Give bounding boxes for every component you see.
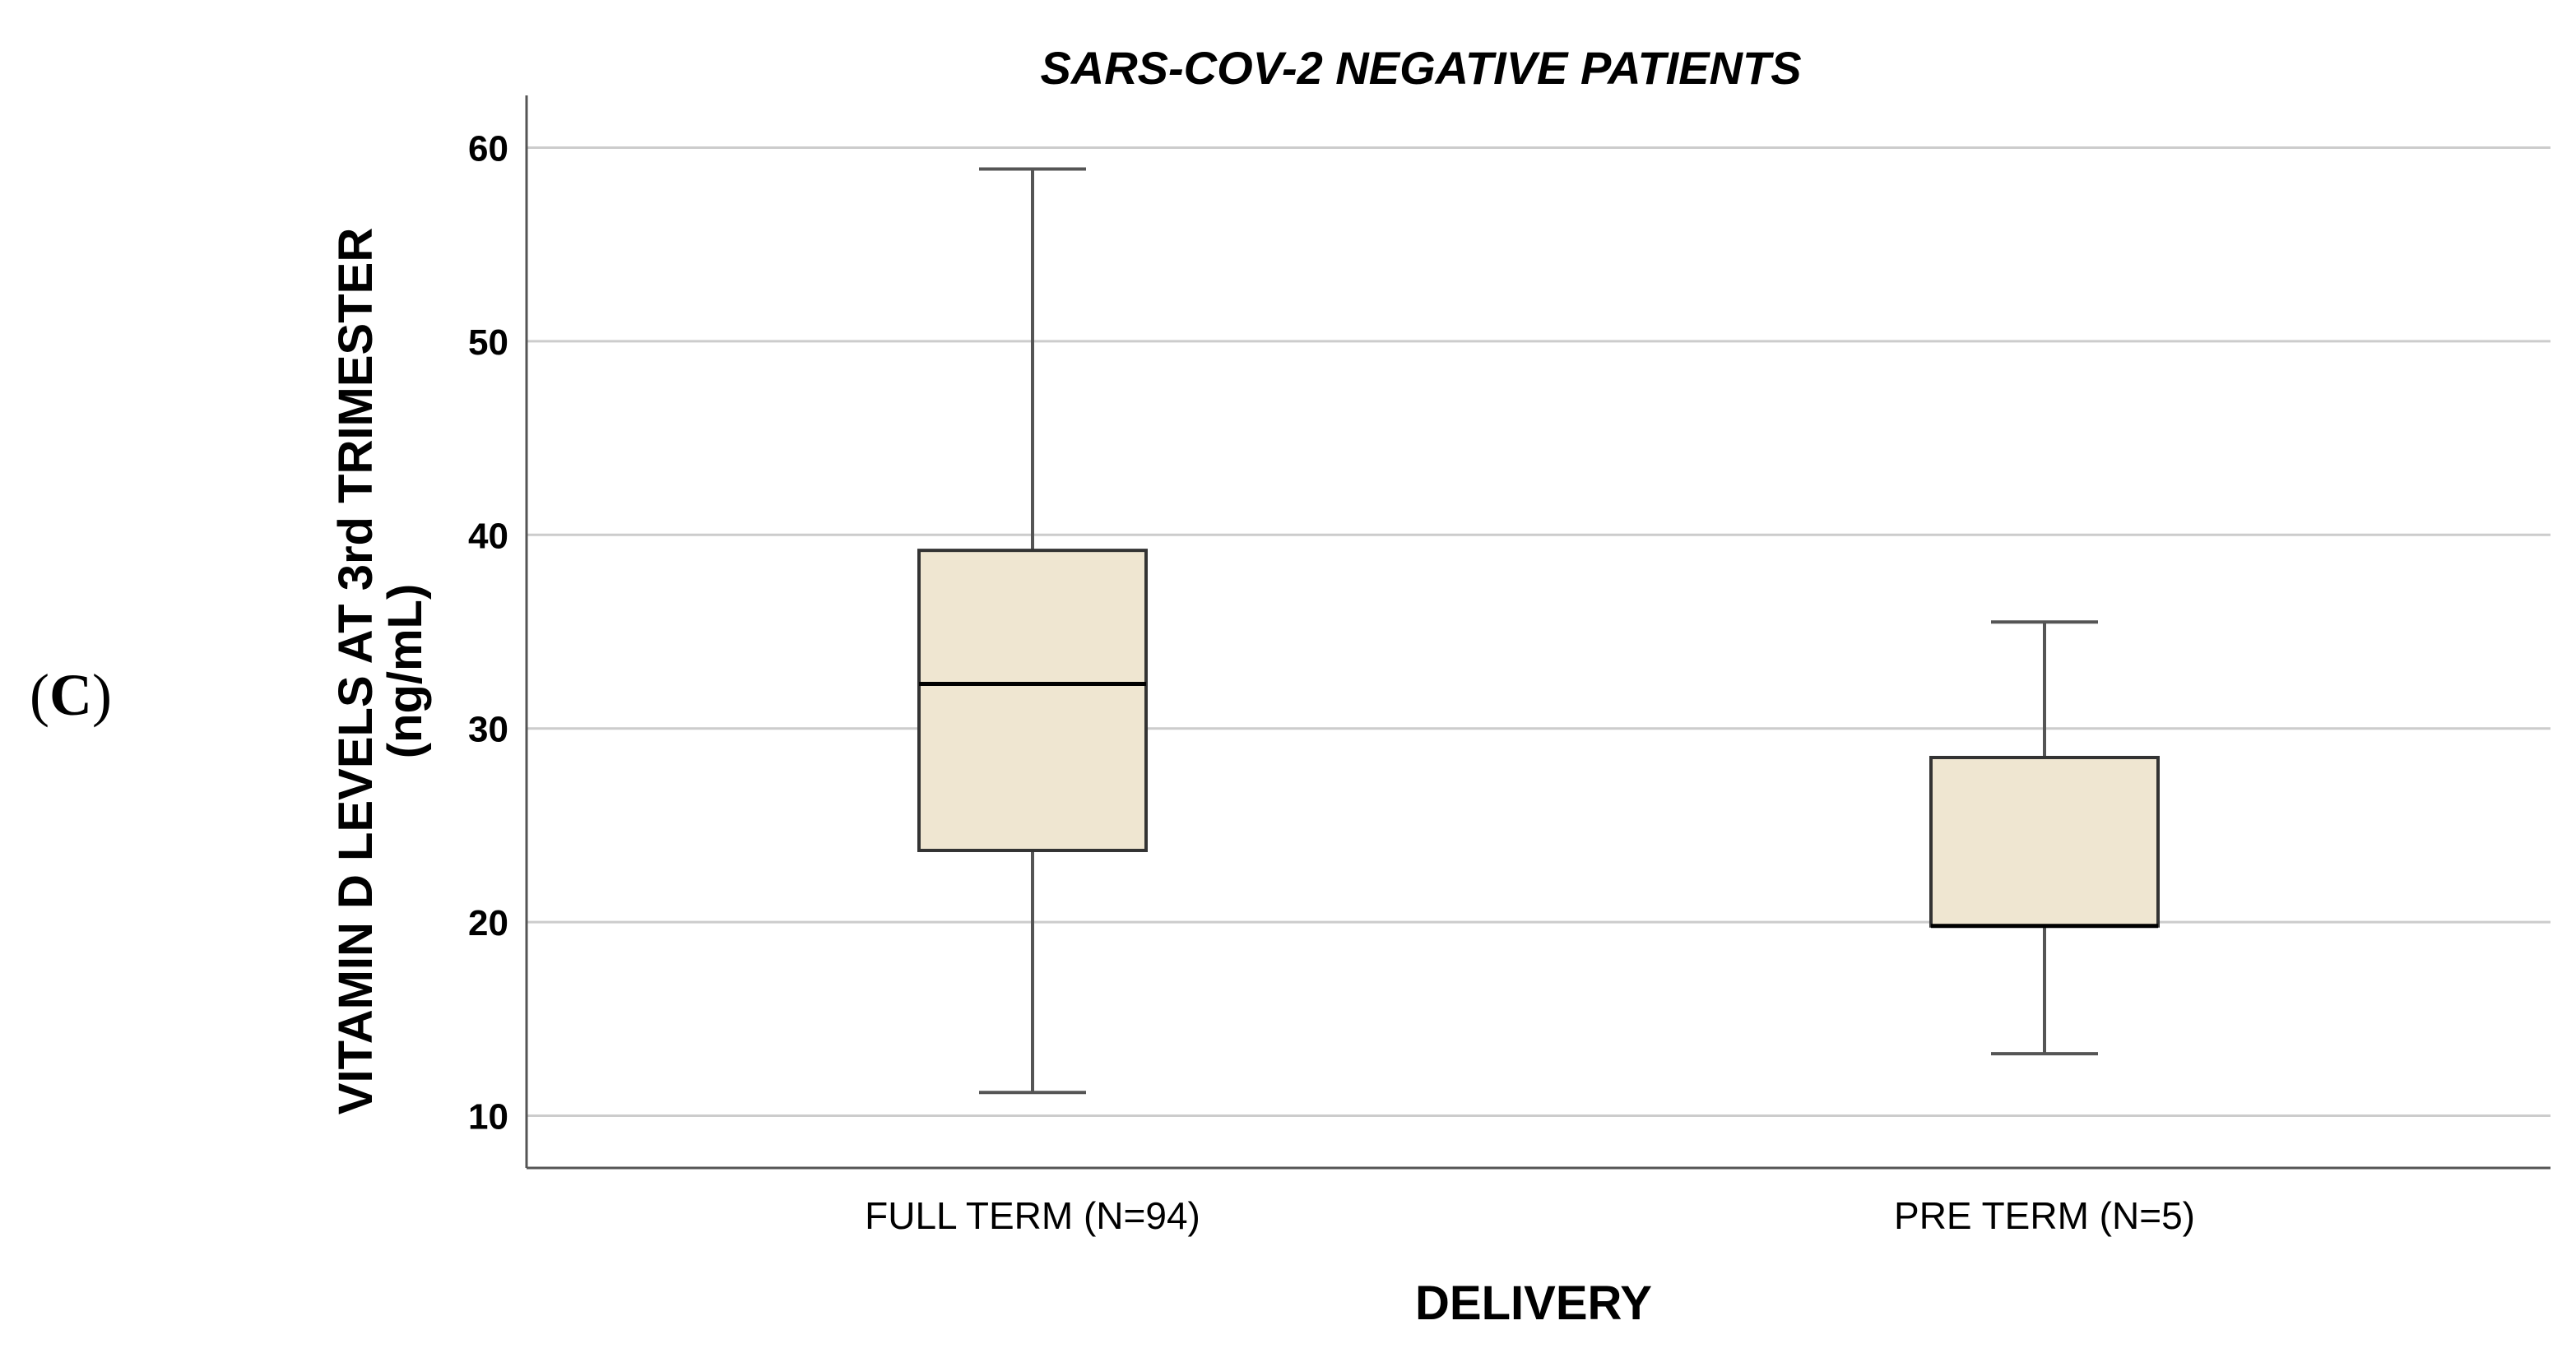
y-tick-label: 30 xyxy=(468,710,508,750)
y-tick-label: 20 xyxy=(468,903,508,943)
y-axis-title-line2: (ng/mL) xyxy=(378,584,432,759)
y-axis-title-line1: VITAMIN D LEVELS AT 3rd TRIMESTER xyxy=(329,228,383,1114)
y-tick-label: 60 xyxy=(468,129,508,169)
x-tick-label: FULL TERM (N=94) xyxy=(865,1194,1200,1237)
y-tick-label: 40 xyxy=(468,516,508,556)
chart-title: SARS-COV-2 NEGATIVE PATIENTS xyxy=(1040,42,1801,94)
iqr-box xyxy=(1929,755,2160,928)
boxes xyxy=(917,167,2160,1095)
box-group xyxy=(1929,620,2160,1056)
panel-label: (C) xyxy=(30,662,112,728)
x-tick-labels: FULL TERM (N=94) PRE TERM (N=5) xyxy=(865,1194,2195,1237)
x-axis-title: DELIVERY xyxy=(1415,1277,1652,1330)
y-tick-label: 50 xyxy=(468,322,508,363)
iqr-box xyxy=(917,549,1148,852)
box-group xyxy=(917,167,1148,1095)
y-tick-labels: 10 20 30 40 50 60 xyxy=(468,129,508,1138)
y-tick-label: 10 xyxy=(468,1096,508,1137)
x-tick-label: PRE TERM (N=5) xyxy=(1894,1194,2195,1237)
gridlines xyxy=(527,146,2550,1117)
y-axis-title: VITAMIN D LEVELS AT 3rd TRIMESTER (ng/mL… xyxy=(329,228,432,1114)
